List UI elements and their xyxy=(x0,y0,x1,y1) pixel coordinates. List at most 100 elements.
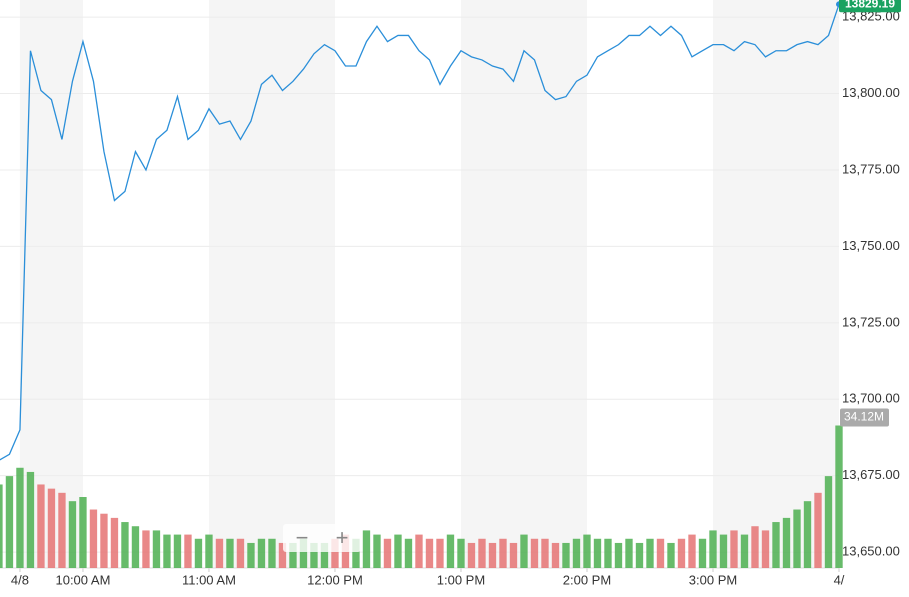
volume-bar xyxy=(583,534,591,568)
volume-bar xyxy=(446,534,455,568)
volume-bar xyxy=(520,534,528,568)
volume-bar xyxy=(268,538,276,568)
volume-bar xyxy=(656,538,665,568)
current-price-box xyxy=(839,0,901,13)
volume-bar xyxy=(173,534,182,568)
volume-bar xyxy=(89,509,98,568)
volume-bar xyxy=(688,534,696,568)
volume-bar xyxy=(121,522,129,568)
volume-bar xyxy=(26,471,35,568)
volume-bar xyxy=(394,534,402,568)
volume-bar xyxy=(299,538,308,568)
volume-bar xyxy=(68,501,77,568)
volume-bar xyxy=(593,538,602,568)
volume-bar xyxy=(362,530,371,568)
volume-bar xyxy=(79,497,87,568)
current-volume-box xyxy=(840,408,889,427)
zoom-panel xyxy=(283,524,361,552)
y-tick-label: 13,650.00 xyxy=(842,544,900,559)
x-tick-label: 2:00 PM xyxy=(563,572,611,587)
volume-bar xyxy=(425,538,434,568)
y-tick-label: 13,750.00 xyxy=(842,238,900,253)
session-band xyxy=(712,0,839,568)
volume-bar xyxy=(478,538,486,568)
volume-bar xyxy=(289,542,297,568)
volume-bar xyxy=(667,542,675,568)
volume-bar xyxy=(383,538,392,568)
y-tick-label: 13,675.00 xyxy=(842,467,900,482)
volume-bar xyxy=(247,542,255,568)
current-volume-label: 34.12M xyxy=(844,410,884,424)
volume-bar xyxy=(152,530,161,568)
volume-bar xyxy=(709,530,717,568)
x-tick-label: 3:00 PM xyxy=(689,572,737,587)
session-band xyxy=(460,0,587,568)
volume-bar xyxy=(740,534,749,568)
volume-bar xyxy=(436,538,444,568)
volume-bar xyxy=(835,425,843,568)
volume-bar xyxy=(625,538,633,568)
volume-bar xyxy=(47,488,56,568)
volume-bar xyxy=(551,542,560,568)
volume-bar xyxy=(16,467,24,568)
volume-bar xyxy=(698,538,707,568)
volume-bar xyxy=(215,538,224,568)
volume-bar xyxy=(793,509,801,568)
volume-bar xyxy=(488,542,497,568)
volume-bar xyxy=(530,538,539,568)
y-tick-label: 13,775.00 xyxy=(842,161,900,176)
volume-bar xyxy=(194,538,203,568)
volume-bar xyxy=(467,542,476,568)
volume-bar xyxy=(142,530,150,568)
x-tick-label: 11:00 AM xyxy=(182,572,236,587)
volume-bar xyxy=(761,530,770,568)
volume-bar xyxy=(257,538,266,568)
volume-bar xyxy=(163,534,171,568)
volume-bar xyxy=(677,538,686,568)
x-tick-label: 4/ xyxy=(834,572,845,587)
volume-bar xyxy=(0,484,3,568)
current-price-label: 13829.19 xyxy=(845,0,895,10)
y-tick-label: 13,725.00 xyxy=(842,314,900,329)
volume-bar xyxy=(110,517,119,568)
volume-bar xyxy=(541,538,549,568)
y-tick-label: 13,700.00 xyxy=(842,391,900,406)
x-tick-label: 10:00 AM xyxy=(55,572,110,587)
volume-bar xyxy=(499,538,507,568)
zoom-out-button[interactable]: − xyxy=(296,525,309,550)
volume-bar xyxy=(131,526,140,568)
session-band xyxy=(208,0,335,568)
volume-bar xyxy=(37,484,45,568)
volume-bar xyxy=(331,538,339,568)
volume-bar xyxy=(614,542,623,568)
volume-bar xyxy=(415,534,423,568)
volume-bar xyxy=(730,530,738,568)
x-tick-label: 1:00 PM xyxy=(437,572,485,587)
volume-bar xyxy=(352,538,360,568)
volume-bar xyxy=(236,538,245,568)
volume-bar xyxy=(814,492,822,568)
volume-bar xyxy=(646,538,654,568)
volume-bar xyxy=(604,538,612,568)
x-tick-label: 12:00 PM xyxy=(307,572,363,587)
volume-bar xyxy=(320,542,329,568)
volume-bar xyxy=(226,538,234,568)
zoom-controls: − + xyxy=(283,524,361,552)
volume-bar xyxy=(803,501,812,568)
zoom-in-button[interactable]: + xyxy=(336,525,349,550)
volume-bar xyxy=(824,476,833,568)
volume-bar xyxy=(635,542,644,568)
volume-bar xyxy=(772,522,780,568)
volume-bar xyxy=(100,513,108,568)
volume-bar xyxy=(373,534,381,568)
volume-bar xyxy=(562,542,570,568)
volume-bar xyxy=(310,542,318,568)
volume-bar xyxy=(509,542,518,568)
volume-bar xyxy=(782,517,791,568)
volume-bar xyxy=(719,534,728,568)
volume-bar xyxy=(457,538,465,568)
volume-bar xyxy=(404,538,413,568)
volume-bar xyxy=(58,492,66,568)
